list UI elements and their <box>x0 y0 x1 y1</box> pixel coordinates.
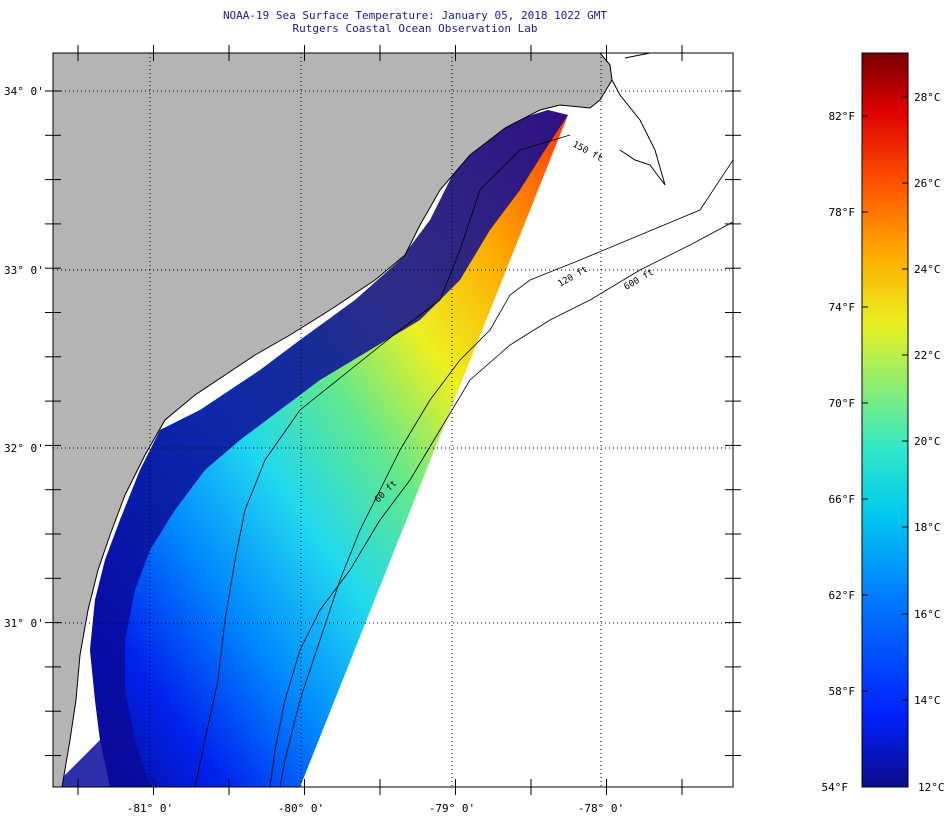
lat-label-31: 31° 0' <box>4 617 44 630</box>
colorbar-ticks <box>862 96 908 701</box>
cb-c-16: 16°C <box>914 608 941 621</box>
lat-label-34: 34° 0' <box>4 85 44 98</box>
cb-f-66: 66°F <box>829 493 856 506</box>
contour-60ft <box>194 134 571 787</box>
lon-label-79: -79° 0' <box>429 802 475 815</box>
axis-ticks <box>45 45 741 795</box>
cb-c-12: 12°C <box>918 781 944 794</box>
map-subtitle: Rutgers Coastal Ocean Observation Lab <box>292 22 538 35</box>
cb-f-70: 70°F <box>829 397 856 410</box>
contour-600ft <box>269 221 733 787</box>
cb-f-54: 54°F <box>822 781 849 794</box>
lat-label-33: 33° 0' <box>4 264 44 277</box>
cb-c-28: 28°C <box>914 91 941 104</box>
cb-c-14: 14°C <box>914 694 941 707</box>
cb-f-58: 58°F <box>829 685 856 698</box>
contour-120ft <box>279 159 733 787</box>
cb-c-24: 24°C <box>914 263 941 276</box>
cb-c-20: 20°C <box>914 435 941 448</box>
colorbar <box>861 52 909 788</box>
cb-f-78: 78°F <box>829 206 856 219</box>
map-title: NOAA-19 Sea Surface Temperature: January… <box>222 9 608 22</box>
cb-c-26: 26°C <box>914 177 941 190</box>
map-frame <box>52 52 734 788</box>
lat-label-32: 32° 0' <box>4 442 44 455</box>
cb-c-18: 18°C <box>914 521 941 534</box>
land-mass <box>53 53 612 787</box>
coastline <box>53 53 613 787</box>
cb-f-62: 62°F <box>829 589 856 602</box>
cb-c-22: 22°C <box>914 349 941 362</box>
graticule <box>53 53 733 787</box>
lon-label-80: -80° 0' <box>278 802 324 815</box>
lon-label-81: -81° 0' <box>127 802 173 815</box>
sst-nearshore-band <box>53 110 568 787</box>
cb-f-82: 82°F <box>829 110 856 123</box>
cb-f-74: 74°F <box>829 301 856 314</box>
lon-label-78: -78° 0' <box>578 802 624 815</box>
